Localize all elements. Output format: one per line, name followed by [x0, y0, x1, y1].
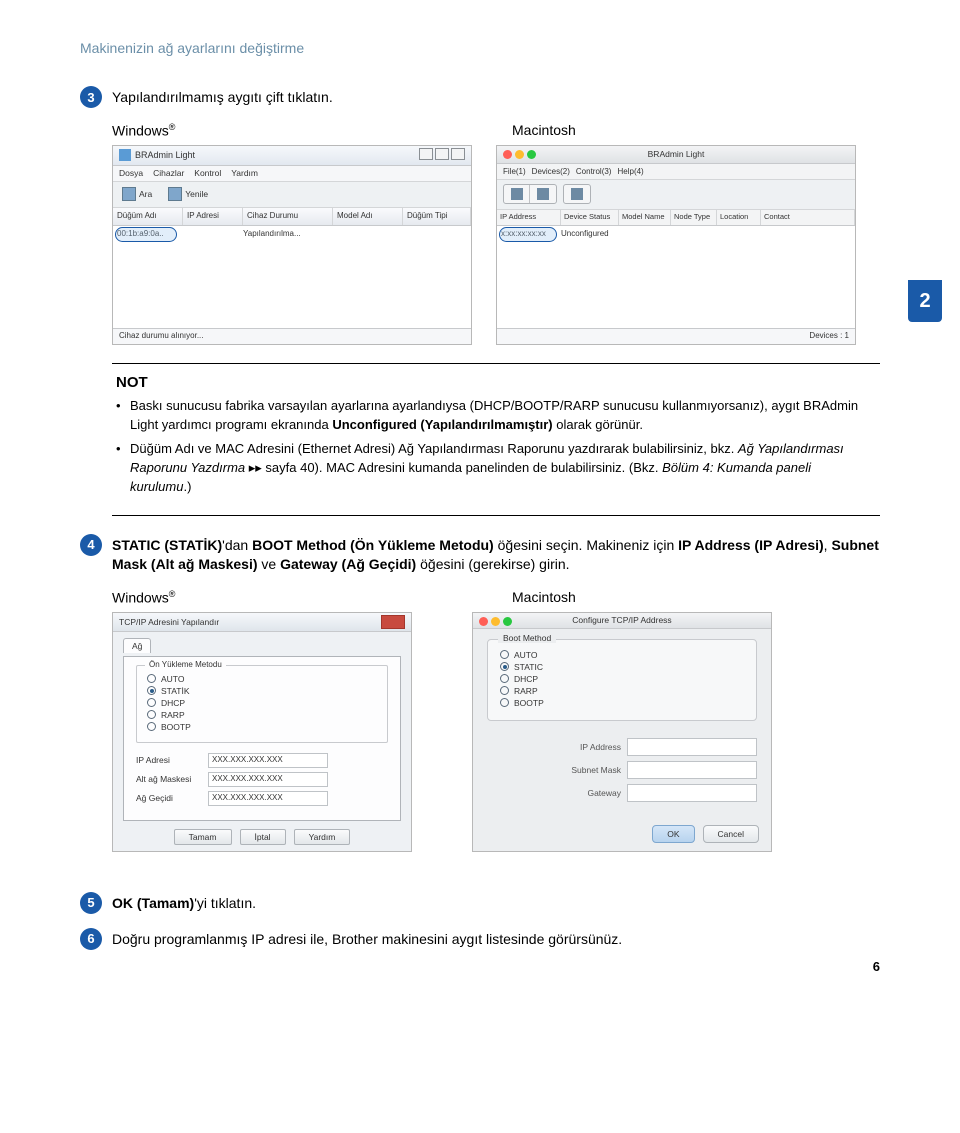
step-6: 6 Doğru programlanmış IP adresi ile, Bro…	[80, 928, 880, 950]
radio-icon	[500, 686, 509, 695]
radio-option[interactable]: BOOTP	[147, 722, 377, 732]
tab-header: Ağ	[123, 638, 401, 656]
radio-option[interactable]: BOOTP	[500, 698, 744, 708]
window-toolbar: Ara Yenile	[113, 182, 471, 208]
step-number: 5	[80, 892, 102, 914]
radio-option[interactable]: AUTO	[500, 650, 744, 660]
dialog-buttons: Tamam İptal Yardım	[123, 829, 401, 845]
cancel-button[interactable]: Cancel	[703, 825, 759, 843]
help-button[interactable]: Yardım	[294, 829, 351, 845]
page-number: 6	[873, 959, 880, 974]
table-header: Düğüm AdıIP AdresiCihaz DurumuModel AdıD…	[113, 208, 471, 226]
text-input[interactable]: XXX.XXX.XXX.XXX	[208, 753, 328, 768]
step-5: 5 OK (Tamam)'yi tıklatın.	[80, 892, 880, 914]
radio-icon	[147, 722, 156, 731]
radio-icon	[147, 698, 156, 707]
form-field: Gateway	[487, 784, 757, 802]
text-input[interactable]	[627, 738, 757, 756]
radio-option[interactable]: DHCP	[500, 674, 744, 684]
radio-option[interactable]: STATİK	[147, 686, 377, 696]
windows-label: Windows®	[112, 589, 412, 606]
mac-status-bar: Devices : 1	[497, 328, 855, 344]
page-header: Makinenizin ağ ayarlarını değiştirme	[80, 40, 880, 56]
mac-table-header: IP AddressDevice StatusModel NameNode Ty…	[497, 210, 855, 226]
traffic-lights-icon	[503, 150, 536, 159]
cancel-button[interactable]: İptal	[240, 829, 286, 845]
form-field: IP Address	[487, 738, 757, 756]
dialog-titlebar: TCP/IP Adresini Yapılandır	[113, 613, 411, 632]
boot-method-group: Ön Yükleme Metodu AUTOSTATİKDHCPRARPBOOT…	[136, 665, 388, 743]
note-box: NOT Baskı sunucusu fabrika varsayılan ay…	[112, 363, 880, 516]
step-text: OK (Tamam)'yi tıklatın.	[112, 892, 256, 914]
radio-icon	[500, 698, 509, 707]
radio-option[interactable]: RARP	[147, 710, 377, 720]
form-field: Ağ GeçidiXXX.XXX.XXX.XXX	[136, 791, 388, 806]
mac-dialog-titlebar: Configure TCP/IP Address	[473, 613, 771, 629]
mac-dialog-buttons: OK Cancel	[473, 817, 771, 851]
device-list: 00:1b:a9:0a..Yapılandırılma...	[113, 226, 471, 328]
traffic-lights-icon	[479, 617, 512, 626]
mac-titlebar: BRAdmin Light	[497, 146, 855, 164]
screenshot-row-2: TCP/IP Adresini Yapılandır Ağ Ön Yükleme…	[112, 612, 880, 852]
radio-icon	[500, 662, 509, 671]
section-tab-badge: 2	[908, 280, 942, 322]
form-field: Subnet Mask	[487, 761, 757, 779]
mac-boot-method-group: Boot Method AUTOSTATICDHCPRARPBOOTP	[487, 639, 757, 721]
mac-menu: File(1)Devices(2)Control(3)Help(4)	[497, 164, 855, 180]
os-label-row-2: Windows® Macintosh	[112, 589, 880, 606]
highlight-oval	[115, 227, 177, 242]
step-text: STATIC (STATİK)'dan BOOT Method (Ön Yükl…	[112, 534, 880, 575]
radio-icon	[500, 650, 509, 659]
radio-option[interactable]: DHCP	[147, 698, 377, 708]
step-number: 3	[80, 86, 102, 108]
text-input[interactable]	[627, 784, 757, 802]
macintosh-label: Macintosh	[512, 122, 576, 139]
mac-bradmin-screenshot: BRAdmin Light File(1)Devices(2)Control(3…	[496, 145, 856, 345]
mac-device-list: x:xx:xx:xx:xxUnconfigured	[497, 226, 855, 328]
highlight-oval	[499, 227, 557, 242]
text-input[interactable]: XXX.XXX.XXX.XXX	[208, 772, 328, 787]
text-input[interactable]: XXX.XXX.XXX.XXX	[208, 791, 328, 806]
form-field: IP AdresiXXX.XXX.XXX.XXX	[136, 753, 388, 768]
windows-bradmin-screenshot: BRAdmin Light DosyaCihazlarKontrolYardım…	[112, 145, 472, 345]
note-bullet-1: Baskı sunucusu fabrika varsayılan ayarla…	[116, 397, 876, 435]
windows-label: Windows®	[112, 122, 472, 139]
radio-icon	[147, 710, 156, 719]
screenshot-row-1: BRAdmin Light DosyaCihazlarKontrolYardım…	[112, 145, 880, 345]
os-label-row: Windows® Macintosh	[112, 122, 880, 139]
step-text: Yapılandırılmamış aygıtı çift tıklatın.	[112, 86, 333, 108]
step-number: 4	[80, 534, 102, 556]
radio-option[interactable]: RARP	[500, 686, 744, 696]
ok-button[interactable]: OK	[652, 825, 694, 843]
step-number: 6	[80, 928, 102, 950]
window-menu: DosyaCihazlarKontrolYardım	[113, 166, 471, 182]
close-icon	[381, 615, 405, 629]
mac-tcpip-dialog: Configure TCP/IP Address Boot Method AUT…	[472, 612, 772, 852]
note-title: NOT	[116, 374, 876, 391]
radio-option[interactable]: STATIC	[500, 662, 744, 672]
step-3: 3 Yapılandırılmamış aygıtı çift tıklatın…	[80, 86, 880, 108]
windows-tcpip-dialog: TCP/IP Adresini Yapılandır Ağ Ön Yükleme…	[112, 612, 412, 852]
step-4: 4 STATIC (STATİK)'dan BOOT Method (Ön Yü…	[80, 534, 880, 575]
note-bullet-2: Düğüm Adı ve MAC Adresini (Ethernet Adre…	[116, 440, 876, 497]
radio-icon	[147, 686, 156, 695]
radio-icon	[147, 674, 156, 683]
text-input[interactable]	[627, 761, 757, 779]
macintosh-label: Macintosh	[512, 589, 576, 606]
radio-icon	[500, 674, 509, 683]
step-text: Doğru programlanmış IP adresi ile, Broth…	[112, 928, 622, 950]
radio-option[interactable]: AUTO	[147, 674, 377, 684]
window-titlebar: BRAdmin Light	[113, 146, 471, 166]
status-bar: Cihaz durumu alınıyor...	[113, 328, 471, 344]
ok-button[interactable]: Tamam	[174, 829, 232, 845]
mac-toolbar	[497, 180, 855, 210]
form-field: Alt ağ MaskesiXXX.XXX.XXX.XXX	[136, 772, 388, 787]
